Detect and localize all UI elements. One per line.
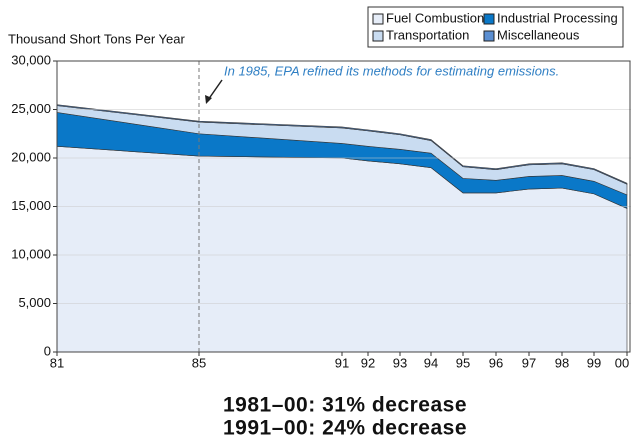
legend-label: Industrial Processing <box>497 10 618 25</box>
area <box>56 104 628 185</box>
arrow-head <box>205 95 212 104</box>
y-tick-label: 20,000 <box>11 149 51 164</box>
x-tick-label: 95 <box>456 355 470 370</box>
legend-swatch <box>483 30 495 42</box>
y-tick-label: 15,000 <box>11 198 51 213</box>
x-tick-label: 96 <box>489 355 503 370</box>
legend-swatch <box>372 30 384 42</box>
x-tick-label: 93 <box>393 355 407 370</box>
x-tick-label: 85 <box>192 355 206 370</box>
legend-label: Fuel Combustion <box>386 10 484 25</box>
plot-frame <box>56 60 631 353</box>
x-tick-label: 92 <box>361 355 375 370</box>
note: 1981–00: 31% decrease <box>223 394 467 417</box>
legend-box <box>367 6 624 48</box>
y-tick-label: 5,000 <box>18 295 51 310</box>
annotation-arrow <box>207 79 223 101</box>
plot <box>56 104 628 353</box>
x-tick-label: 94 <box>424 355 438 370</box>
x-tick-label: 81 <box>50 355 64 370</box>
x-tick-label: 91 <box>335 355 349 370</box>
x-tick-label: 99 <box>587 355 601 370</box>
y-tick-label: 10,000 <box>11 246 51 261</box>
y-tick-label: 25,000 <box>11 101 51 116</box>
y-axis-label: Thousand Short Tons Per Year <box>8 31 185 46</box>
y-tick-label: 30,000 <box>11 52 51 67</box>
legend-swatch <box>372 13 384 25</box>
legend-label: Transportation <box>386 27 469 42</box>
x-tick-label: 00 <box>615 355 629 370</box>
x-tick-label: 98 <box>555 355 569 370</box>
x-tick-label: 97 <box>522 355 536 370</box>
note: 1991–00: 24% decrease <box>223 417 467 438</box>
legend-swatch <box>483 13 495 25</box>
annotation: In 1985, EPA refined its methods for est… <box>224 63 559 78</box>
y-tick-label: 0 <box>44 343 51 358</box>
legend-label: Miscellaneous <box>497 27 580 42</box>
